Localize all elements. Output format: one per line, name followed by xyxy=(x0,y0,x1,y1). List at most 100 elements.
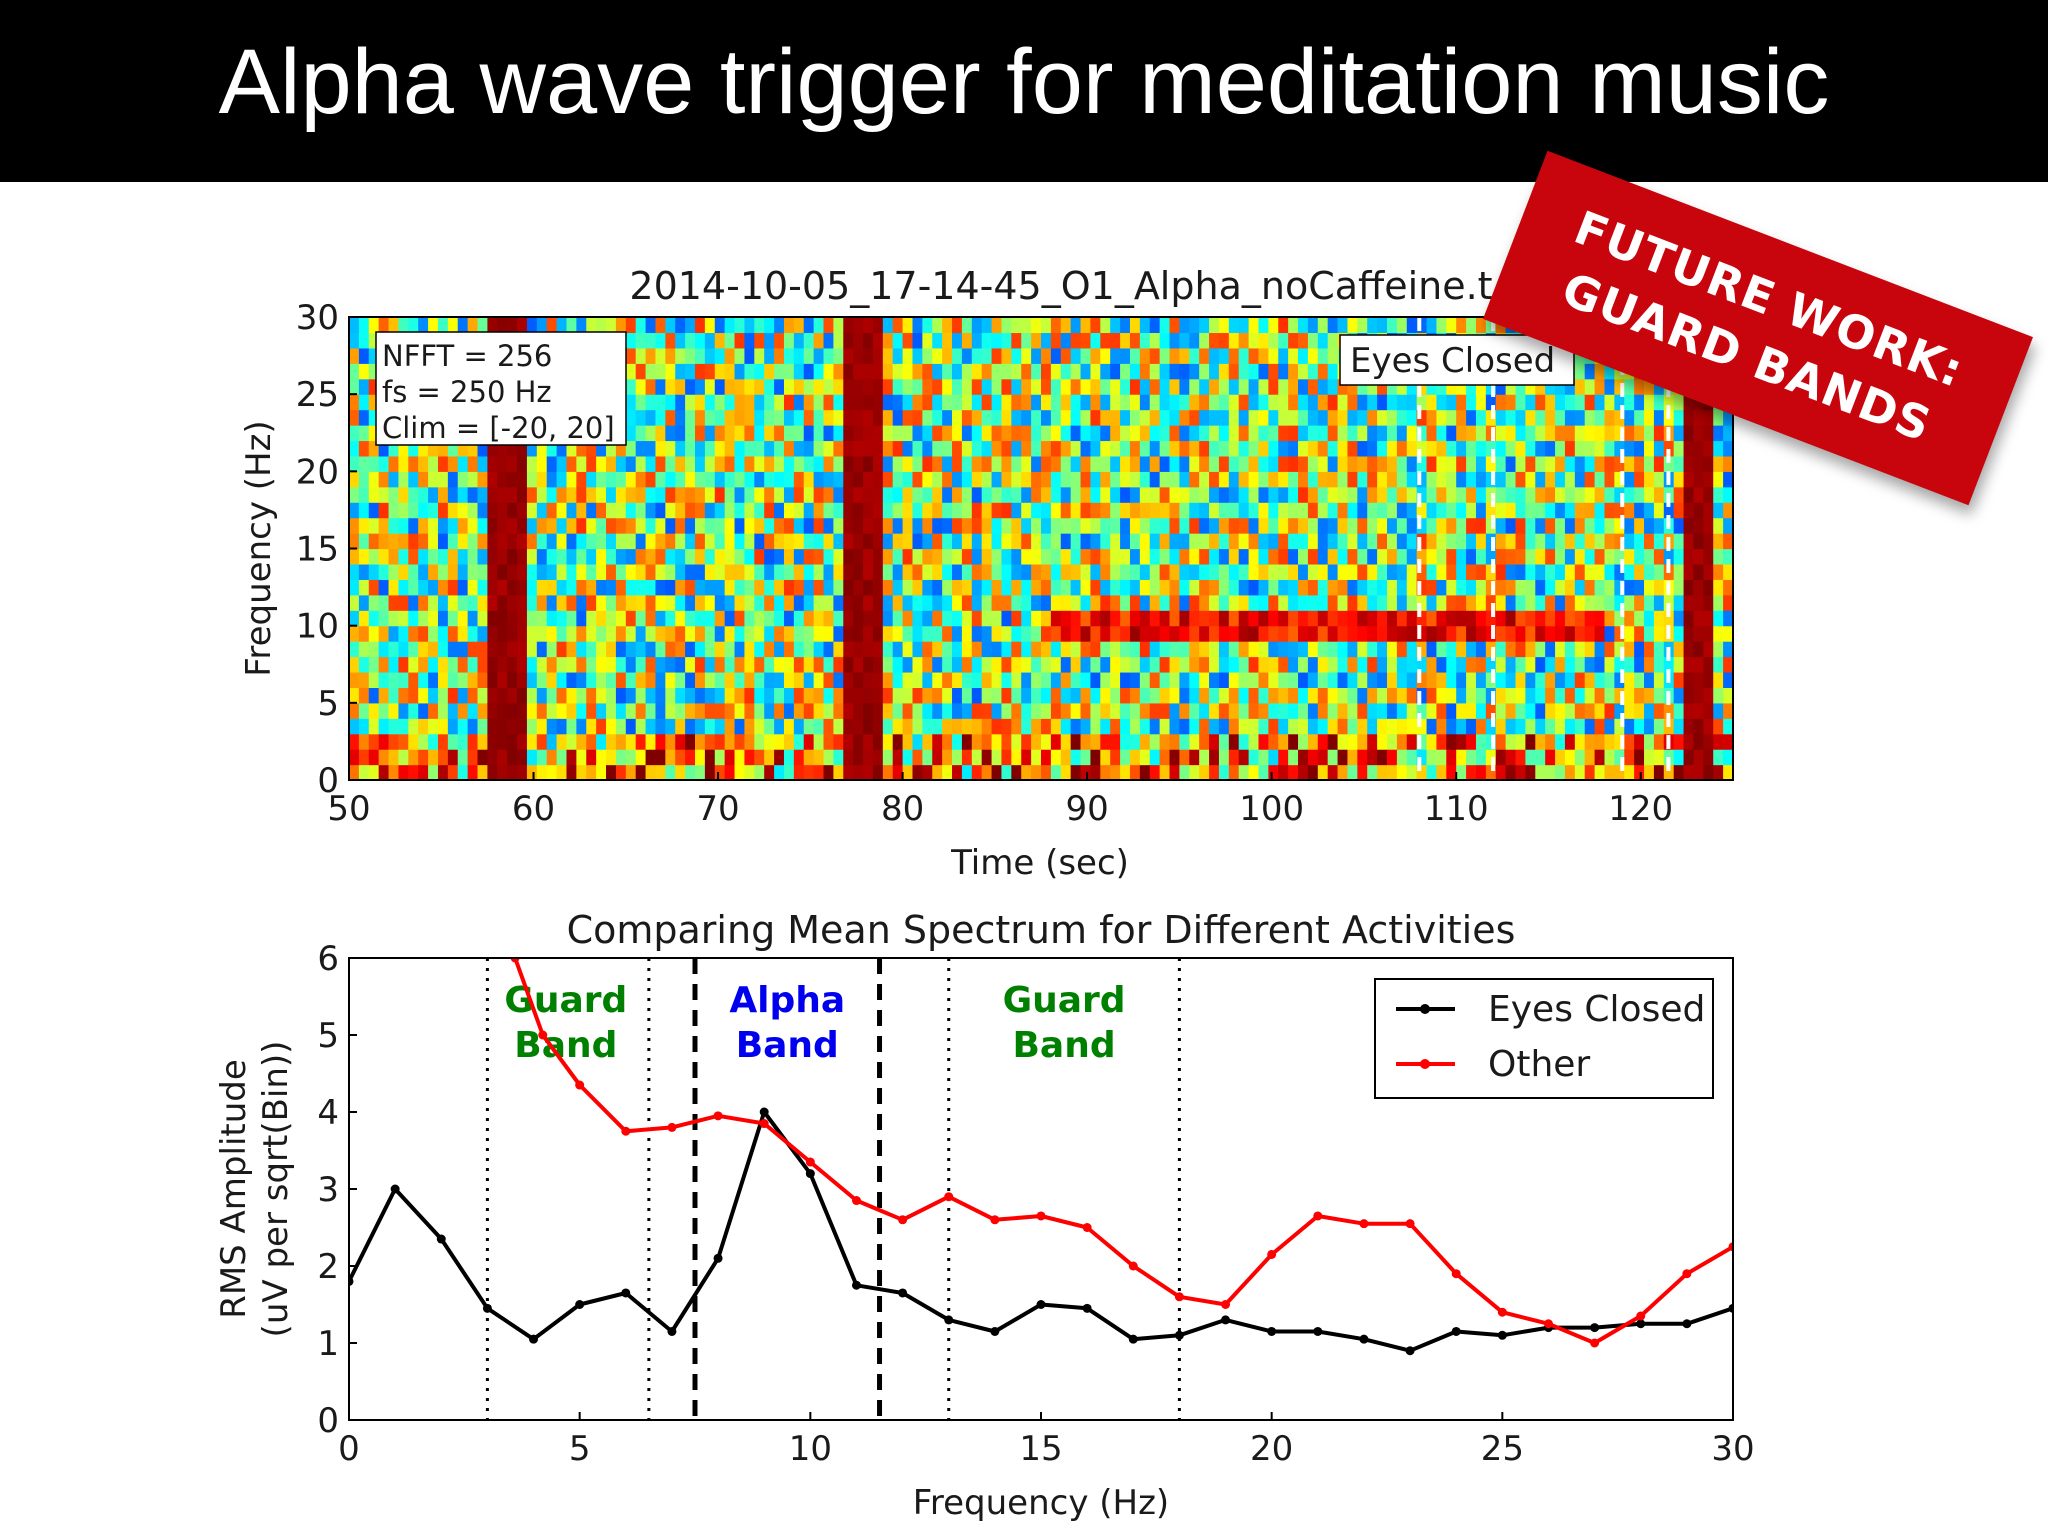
spectrogram-cell xyxy=(487,625,498,642)
spectrogram-cell xyxy=(655,733,666,750)
spectrogram-cell xyxy=(378,502,390,519)
spectrogram-cell xyxy=(1199,749,1210,766)
spectrogram-cell xyxy=(1120,702,1131,719)
spectrogram-cell xyxy=(665,440,676,457)
spectrogram-cell xyxy=(645,363,657,380)
spectrogram-cell xyxy=(932,671,943,688)
spectrogram-cell xyxy=(1090,502,1101,519)
spectrogram-cell xyxy=(418,749,429,766)
spectrogram-cell xyxy=(625,610,637,627)
spectrogram-cell xyxy=(1436,378,1447,395)
spectrogram-cell xyxy=(1644,641,1655,658)
spectrogram-cell xyxy=(1090,548,1101,565)
spectrogram-cell xyxy=(704,625,716,642)
spectrogram-cell xyxy=(408,502,419,519)
spectrogram-cell xyxy=(764,656,775,673)
spectrogram-cell xyxy=(1495,656,1507,673)
spectrogram-cell xyxy=(1090,440,1101,457)
spectrogram-cell xyxy=(981,625,993,642)
spectrogram-cell xyxy=(1337,749,1349,766)
spectrogram-cell xyxy=(1347,394,1358,411)
spectrogram-cell xyxy=(1535,579,1546,596)
spectrogram-cell xyxy=(418,486,429,503)
spectrogram-cell xyxy=(1179,486,1190,503)
spectrogram-cell xyxy=(1258,702,1269,719)
spectrogram-cell xyxy=(971,702,983,719)
spectrogram-cell xyxy=(625,671,637,688)
spectrogram-cell xyxy=(1387,625,1398,642)
spectrogram-cell xyxy=(1653,548,1665,565)
spectrogram-cell xyxy=(744,625,755,642)
spectrogram-cell xyxy=(1050,455,1062,472)
spectrogram-cell xyxy=(1199,610,1210,627)
spectrogram-cell xyxy=(1436,610,1447,627)
spectrogram-cell xyxy=(1446,733,1457,750)
spectrogram-cell xyxy=(1475,764,1487,781)
spectrogram-cell xyxy=(991,533,1003,550)
spectrogram-cell xyxy=(1199,718,1210,735)
spectrogram-cell xyxy=(388,440,400,457)
spectrogram-cell xyxy=(922,332,933,349)
spectrogram-cell xyxy=(1228,749,1240,766)
spectrogram-cell xyxy=(912,702,923,719)
spectrogram-cell xyxy=(418,764,429,781)
spectrogram-cell xyxy=(1525,517,1536,534)
spectrogram-cell xyxy=(556,764,568,781)
spectrogram-cell xyxy=(882,671,894,688)
spectrogram-cell xyxy=(803,347,815,364)
spectrogram-cell xyxy=(447,656,459,673)
spectrogram-cell xyxy=(942,594,953,611)
spectrogram-cell xyxy=(1406,409,1418,426)
series-point xyxy=(759,1119,769,1129)
spectrogram-cell xyxy=(803,625,815,642)
spectrogram-cell xyxy=(685,471,696,488)
spectrogram-cell xyxy=(378,517,390,534)
spectrogram-cell xyxy=(1129,764,1141,781)
spectrogram-cell xyxy=(408,317,419,334)
spectrogram-cell xyxy=(695,594,706,611)
spectrogram-cell xyxy=(724,671,736,688)
spectrogram-cell xyxy=(1238,409,1250,426)
spectrogram-cell xyxy=(744,332,755,349)
spectrogram-cell xyxy=(1139,394,1151,411)
spectrogram-cell xyxy=(1238,671,1250,688)
spectrogram-cell xyxy=(922,455,933,472)
spectrogram-cell xyxy=(665,517,676,534)
spectrogram-cell xyxy=(1327,517,1339,534)
spectrogram-cell xyxy=(1258,656,1269,673)
spectrogram-cell xyxy=(1485,471,1497,488)
spectrogram-cell xyxy=(764,749,775,766)
spectrogram-cell xyxy=(1070,749,1082,766)
spectrogram-cell xyxy=(823,641,834,658)
spectrogram-cell xyxy=(813,409,825,426)
spectrogram-cell xyxy=(863,764,874,781)
spectrogram-cell xyxy=(1129,733,1141,750)
spectrogram-cell xyxy=(1564,471,1576,488)
spectrogram-cell xyxy=(1337,656,1349,673)
spectrogram-cell xyxy=(704,502,716,519)
spectrogram-cell xyxy=(487,533,498,550)
spectrogram-cell xyxy=(1238,687,1250,704)
spectrogram-cell xyxy=(536,733,548,750)
spectrogram-cell xyxy=(645,517,657,534)
spectrogram-cell xyxy=(586,687,597,704)
spectrogram-cell xyxy=(1288,702,1299,719)
spectrogram-cell xyxy=(1485,625,1497,642)
spectrogram-cell xyxy=(942,702,953,719)
spectrogram-cell xyxy=(1169,425,1180,442)
spectrogram-cell xyxy=(942,440,953,457)
spectrogram-cell xyxy=(991,440,1003,457)
series-point xyxy=(1221,1300,1231,1309)
spectrogram-cell xyxy=(546,594,558,611)
spectrogram-cell xyxy=(1159,517,1171,534)
spectrogram-cell xyxy=(1041,656,1052,673)
spectrogram-cell xyxy=(1110,394,1121,411)
spectrogram-cell xyxy=(704,409,716,426)
spectrogram-cell xyxy=(853,563,864,580)
spectrogram-cell xyxy=(1189,425,1200,442)
spectrogram-cell xyxy=(1288,363,1299,380)
spectrogram-cell xyxy=(892,533,904,550)
spectrogram-cell xyxy=(388,563,400,580)
spectrogram-cell xyxy=(635,625,647,642)
spectrogram-cell xyxy=(546,656,558,673)
